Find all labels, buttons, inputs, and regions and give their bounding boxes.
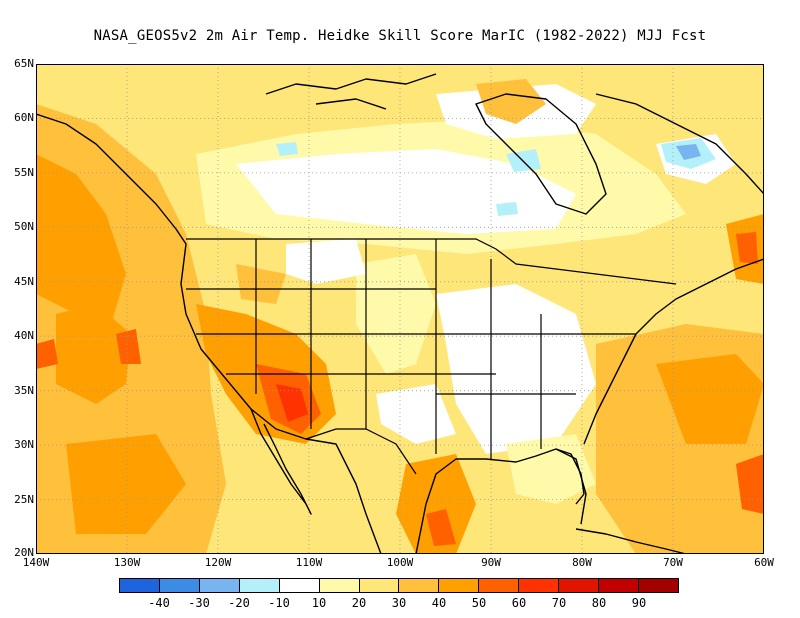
skill-score-map — [36, 64, 764, 554]
colorbar-swatch — [559, 579, 600, 592]
pacific-red-edge — [36, 339, 58, 369]
lat-label-35n: 35N — [14, 384, 34, 397]
southeast-light — [506, 434, 596, 504]
pacific-red-spot — [116, 329, 141, 364]
colorbar-swatch — [199, 579, 240, 592]
colorbar-tick-label: -40 — [148, 596, 170, 610]
lon-label-100w: 100W — [386, 556, 414, 569]
chart-title: NASA_GEOS5v2 2m Air Temp. Heidke Skill S… — [93, 28, 707, 44]
lon-label-80w: 80W — [572, 556, 592, 569]
hudson-orange-spot — [476, 79, 546, 124]
lat-label-55n: 55N — [14, 166, 34, 179]
nova-scotia-red — [736, 232, 758, 264]
lat-label-50n: 50N — [14, 220, 34, 233]
colorbar-tick-label: -30 — [188, 596, 210, 610]
colorbar-swatch — [159, 579, 200, 592]
colorbar-tick-label: 50 — [471, 596, 487, 610]
lon-label-130w: 130W — [113, 556, 141, 569]
northern-plains-white — [286, 239, 366, 284]
lon-label-70w: 70W — [663, 556, 683, 569]
lon-label-140w: 140W — [22, 556, 50, 569]
graticule — [36, 64, 764, 554]
colorbar-swatch — [399, 579, 440, 592]
lat-label-20n: 20N — [14, 546, 34, 559]
colorbar-tick-label: -20 — [228, 596, 250, 610]
colorbar-tick-label: 70 — [551, 596, 567, 610]
midwest-white-field — [436, 284, 596, 454]
colorbar — [119, 578, 679, 593]
colorbar-swatch — [239, 579, 280, 592]
political-borders — [186, 238, 677, 475]
colorbar-tick-label: -10 — [268, 596, 290, 610]
colorbar-tick-label: 20 — [351, 596, 367, 610]
lat-label-60n: 60N — [14, 111, 34, 124]
colorbar-tick-label: 40 — [431, 596, 447, 610]
colorbar-swatch — [279, 579, 320, 592]
canada-blue-spot-west — [276, 142, 298, 156]
lon-label-110w: 110W — [295, 556, 323, 569]
pacific-dark-orange-north — [36, 154, 126, 324]
colorbar-tick-label: 10 — [311, 596, 327, 610]
lat-label-40n: 40N — [14, 329, 34, 342]
colorbar-swatch — [599, 579, 639, 592]
colorbar-tick-label: 90 — [631, 596, 647, 610]
map-panel — [36, 64, 764, 554]
colorbar-swatch — [479, 579, 520, 592]
map-border — [36, 64, 764, 554]
lon-label-60w: 60W — [754, 556, 774, 569]
gulf-dark-orange — [426, 509, 456, 546]
canada-blue-spot — [506, 149, 541, 172]
lon-label-120w: 120W — [204, 556, 232, 569]
lat-label-65n: 65N — [14, 57, 34, 70]
arizona-red — [276, 384, 308, 422]
colorbar-tick-label: 60 — [511, 596, 527, 610]
colorbar-swatch — [319, 579, 360, 592]
northwest-orange — [236, 264, 286, 304]
pacific-south-orange — [66, 434, 186, 534]
caribbean-red — [736, 454, 764, 514]
colorbar-tick-label: 30 — [391, 596, 407, 610]
colorbar-swatch — [120, 579, 160, 592]
colorbar-swatch — [359, 579, 400, 592]
plains-light-field — [356, 254, 436, 374]
atlantic-dark-orange — [656, 354, 764, 444]
lat-label-30n: 30N — [14, 438, 34, 451]
coastlines — [36, 73, 764, 554]
canada-blue-spot-center — [496, 202, 518, 216]
lat-label-25n: 25N — [14, 493, 34, 506]
colorbar-swatch — [519, 579, 560, 592]
lat-label-45n: 45N — [14, 275, 34, 288]
colorbar-swatch — [638, 579, 678, 592]
pacific-dark-orange-central — [56, 304, 131, 404]
colorbar-tick-label: 80 — [591, 596, 607, 610]
gulf-orange — [396, 454, 476, 554]
labrador-dark-blue — [676, 144, 701, 160]
lon-label-90w: 90W — [481, 556, 501, 569]
colorbar-swatch — [439, 579, 480, 592]
